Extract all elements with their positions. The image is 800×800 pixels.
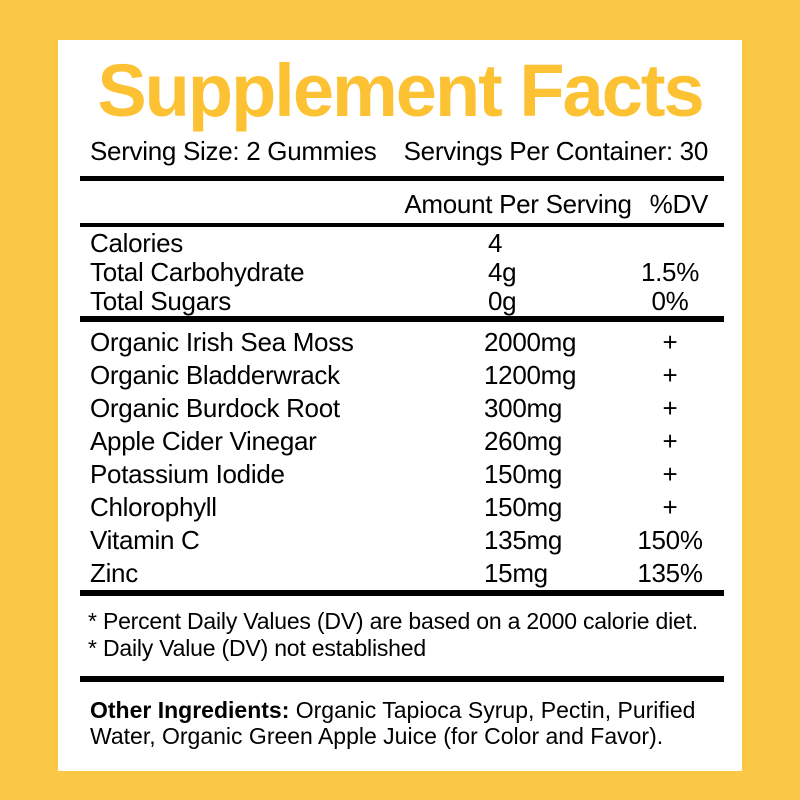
row-label: Chlorophyll — [90, 492, 217, 522]
row-label: Organic Bladderwrack — [90, 360, 340, 390]
other-ingredients-text: Organic Tapioca Syrup, Pectin, Purified … — [90, 697, 696, 749]
row-amount: 260mg — [484, 426, 562, 456]
footnote-line: * Percent Daily Values (DV) are based on… — [88, 608, 698, 634]
table-row: Potassium Iodide 150mg + — [90, 458, 708, 491]
row-dv: + — [662, 327, 678, 357]
page-title: Supplement Facts — [97, 49, 704, 132]
footnotes: * Percent Daily Values (DV) are based on… — [58, 608, 742, 662]
column-header-amount: Amount Per Serving — [404, 189, 632, 219]
row-label: Total Sugars — [90, 286, 231, 316]
row-dv: 135% — [637, 558, 703, 588]
row-amount: 300mg — [484, 393, 562, 423]
row-amount: 1200mg — [484, 360, 577, 390]
serving-info-row: Serving Size: 2 Gummies Servings Per Con… — [58, 136, 742, 166]
other-ingredients-label: Other Ingredients: — [90, 697, 290, 723]
table-row: Vitamin C 135mg 150% — [90, 524, 708, 557]
column-header-row: Amount Per Serving %DV — [58, 190, 742, 218]
row-dv: 1.5% — [640, 257, 700, 287]
row-label: Total Carbohydrate — [90, 257, 305, 287]
table-row: Total Sugars 0g 0% — [90, 287, 708, 316]
row-amount: 0g — [488, 286, 517, 316]
row-dv: 150% — [637, 525, 703, 555]
column-header-dv: %DV — [649, 189, 709, 219]
table-row: Calories 4 — [90, 229, 708, 258]
table-row: Chlorophyll 150mg + — [90, 491, 708, 524]
other-ingredients: Other Ingredients: Organic Tapioca Syrup… — [58, 697, 742, 749]
footnote-line: * Daily Value (DV) not established — [88, 635, 426, 661]
row-label: Vitamin C — [90, 525, 200, 555]
row-dv: + — [662, 426, 678, 456]
divider-nutrition — [80, 316, 724, 322]
row-amount: 135mg — [484, 525, 562, 555]
table-row: Organic Bladderwrack 1200mg + — [90, 359, 708, 392]
serving-size-text: Serving Size: 2 Gummies — [90, 136, 377, 166]
row-amount: 4g — [488, 257, 517, 287]
row-label: Apple Cider Vinegar — [90, 426, 317, 456]
row-dv: + — [662, 360, 678, 390]
row-dv: 0% — [651, 286, 689, 316]
row-label: Potassium Iodide — [90, 459, 285, 489]
table-row: Organic Burdock Root 300mg + — [90, 392, 708, 425]
table-row: Apple Cider Vinegar 260mg + — [90, 425, 708, 458]
servings-per-container-text: Servings Per Container: 30 — [403, 136, 709, 166]
row-label: Organic Burdock Root — [90, 393, 340, 423]
table-row: Organic Irish Sea Moss 2000mg + — [90, 326, 708, 359]
table-row: Zinc 15mg 135% — [90, 557, 708, 590]
row-label: Calories — [90, 228, 183, 258]
row-dv: + — [662, 393, 678, 423]
divider-header — [80, 223, 724, 227]
row-label: Organic Irish Sea Moss — [90, 327, 354, 357]
nutrition-table: Calories 4 Total Carbohydrate 4g 1.5% To… — [58, 229, 742, 316]
supplement-facts-panel: Supplement Facts Serving Size: 2 Gummies… — [58, 40, 742, 771]
row-amount: 2000mg — [484, 327, 577, 357]
divider-footnotes — [80, 676, 724, 682]
row-amount: 15mg — [484, 558, 548, 588]
table-row: Total Carbohydrate 4g 1.5% — [90, 258, 708, 287]
divider-serving — [80, 176, 724, 181]
row-amount: 150mg — [484, 492, 562, 522]
row-label: Zinc — [90, 558, 138, 588]
row-amount: 4 — [488, 228, 503, 258]
row-dv: + — [662, 492, 678, 522]
ingredients-table: Organic Irish Sea Moss 2000mg + Organic … — [58, 326, 742, 590]
row-amount: 150mg — [484, 459, 562, 489]
row-dv: + — [662, 459, 678, 489]
divider-ingredients — [80, 590, 724, 596]
